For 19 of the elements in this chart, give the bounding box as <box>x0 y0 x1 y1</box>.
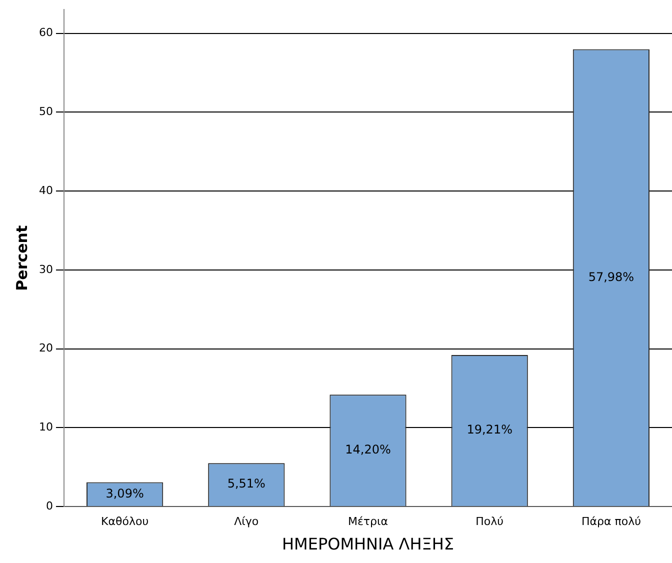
y-tick-label: 10 <box>38 420 53 434</box>
data-label: 14,20% <box>345 442 391 456</box>
data-label: 3,09% <box>106 486 144 500</box>
x-tick-label: Λίγο <box>234 515 259 528</box>
y-tick-label: 30 <box>38 262 53 276</box>
data-label: 57,98% <box>588 270 634 284</box>
y-tick-label: 20 <box>38 342 53 355</box>
y-axis-title: Percent <box>12 225 31 291</box>
data-label: 19,21% <box>466 422 512 437</box>
x-tick-label: Πάρα πολύ <box>581 515 641 528</box>
y-tick-label: 0 <box>46 499 53 512</box>
x-tick-label: Καθόλου <box>101 515 149 528</box>
y-tick-label: 50 <box>38 105 53 118</box>
data-label: 5,51% <box>227 476 266 491</box>
y-tick-label: 40 <box>38 184 53 197</box>
x-axis-title: ΗΜΕΡΟΜΗΝΙΑ ΛΗΞΗΣ <box>282 534 454 554</box>
x-tick-label: Μέτρια <box>348 515 388 528</box>
x-tick-label: Πολύ <box>476 515 504 528</box>
y-tick-label: 60 <box>38 26 53 40</box>
